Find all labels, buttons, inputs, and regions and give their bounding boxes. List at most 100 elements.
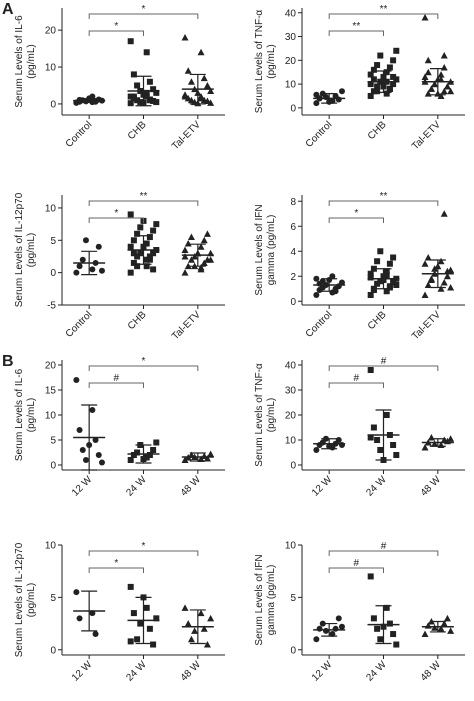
data-point bbox=[146, 96, 153, 103]
data-point bbox=[421, 444, 429, 451]
data-point bbox=[431, 265, 439, 272]
data-point bbox=[440, 63, 448, 71]
data-point bbox=[130, 93, 137, 100]
y-tick-label: 10 bbox=[45, 541, 57, 552]
y-tick-label: 20 bbox=[285, 56, 297, 67]
panel: B 0 5 10 15 20 Serum Levels of IL-6 (pg/mL) 12 W… bbox=[2, 353, 225, 499]
x-tick-label: Tal-ETV bbox=[410, 309, 443, 342]
significance-label: * bbox=[114, 21, 118, 32]
data-point bbox=[386, 85, 393, 92]
data-point bbox=[431, 624, 439, 631]
data-point bbox=[377, 636, 384, 643]
data-point bbox=[134, 253, 141, 260]
data-point bbox=[367, 274, 374, 281]
error-bar bbox=[135, 235, 152, 265]
data-point bbox=[187, 233, 195, 241]
y-axis-label: (pg/mL) bbox=[26, 44, 37, 78]
data-point bbox=[127, 38, 134, 45]
significance-label: # bbox=[381, 541, 387, 552]
x-tick-label: 12 W bbox=[310, 659, 335, 684]
y-tick-label: 5 bbox=[50, 236, 56, 247]
data-point bbox=[150, 250, 157, 257]
y-tick-label: 30 bbox=[285, 32, 297, 43]
data-point bbox=[143, 240, 150, 247]
data-point bbox=[127, 211, 134, 218]
y-axis-label: Serum Levels of IL-12p70 bbox=[14, 542, 25, 657]
data-point bbox=[393, 47, 400, 54]
data-point bbox=[367, 367, 374, 373]
x-tick-label: 48 W bbox=[419, 659, 444, 684]
data-point bbox=[437, 75, 445, 83]
data-point bbox=[153, 439, 160, 446]
data-point bbox=[130, 452, 137, 458]
data-point bbox=[150, 641, 157, 648]
data-point bbox=[370, 615, 377, 622]
error-bar bbox=[321, 278, 338, 292]
y-tick-label: 6 bbox=[290, 222, 296, 233]
data-point bbox=[150, 447, 157, 453]
data-point bbox=[130, 259, 137, 266]
data-point bbox=[370, 76, 377, 83]
data-point bbox=[335, 96, 342, 103]
data-point bbox=[150, 97, 157, 104]
data-point bbox=[200, 236, 208, 244]
y-tick-label: 0 bbox=[50, 645, 56, 656]
y-tick-label: 20 bbox=[45, 26, 57, 37]
data-point bbox=[207, 450, 215, 457]
y-axis-label: (pg/mL) bbox=[26, 583, 37, 617]
significance-bracket bbox=[328, 200, 439, 206]
data-point bbox=[313, 292, 320, 298]
data-point bbox=[377, 278, 384, 285]
significance-label: * bbox=[142, 4, 146, 15]
data-point bbox=[98, 459, 105, 466]
y-tick-label: -5 bbox=[47, 301, 56, 312]
data-point bbox=[329, 273, 336, 280]
data-point bbox=[146, 452, 153, 458]
data-point bbox=[137, 224, 144, 231]
data-point bbox=[374, 83, 381, 90]
data-point bbox=[184, 240, 192, 247]
data-point bbox=[447, 627, 455, 634]
panel: A 0 10 20 Serum Levels of IL-6 (pg/mL) Control… bbox=[2, 1, 225, 152]
data-point bbox=[383, 288, 390, 295]
y-tick-label: 0 bbox=[50, 461, 56, 472]
data-point bbox=[153, 99, 160, 106]
data-point bbox=[137, 99, 144, 106]
y-axis-label: (pg/mL) bbox=[266, 398, 277, 432]
data-point bbox=[76, 427, 83, 433]
significance-label: * bbox=[114, 558, 118, 569]
data-point bbox=[76, 615, 83, 622]
error-bar bbox=[81, 250, 98, 276]
error-bar bbox=[321, 438, 338, 450]
data-point bbox=[437, 71, 445, 78]
data-point bbox=[338, 88, 345, 95]
data-point bbox=[76, 263, 83, 270]
error-bar bbox=[321, 622, 338, 637]
data-point bbox=[153, 221, 160, 228]
data-point bbox=[443, 614, 451, 622]
y-tick-label: 10 bbox=[285, 541, 297, 552]
x-tick-label: 48 W bbox=[179, 474, 204, 499]
data-point bbox=[134, 263, 141, 270]
data-point bbox=[443, 267, 451, 275]
data-point bbox=[197, 263, 205, 271]
data-point bbox=[181, 269, 189, 276]
y-axis-label: (pg/mL) bbox=[26, 233, 37, 267]
data-point bbox=[184, 262, 192, 270]
significance-bracket bbox=[88, 217, 144, 223]
y-tick-label: 20 bbox=[45, 361, 57, 372]
x-tick-label: CHB bbox=[126, 309, 149, 332]
data-point bbox=[367, 81, 374, 88]
y-tick-label: 5 bbox=[50, 436, 56, 447]
data-point bbox=[367, 92, 374, 99]
data-point bbox=[383, 272, 390, 278]
data-point bbox=[335, 437, 342, 443]
y-axis-label: Serum Levels of IFN bbox=[254, 204, 265, 295]
significance-label: * bbox=[142, 541, 146, 552]
x-tick-label: CHB bbox=[366, 309, 389, 332]
data-point bbox=[367, 270, 374, 277]
significance-bracket bbox=[88, 365, 199, 371]
data-point bbox=[390, 73, 397, 80]
data-point bbox=[440, 87, 448, 95]
data-point bbox=[92, 631, 99, 638]
